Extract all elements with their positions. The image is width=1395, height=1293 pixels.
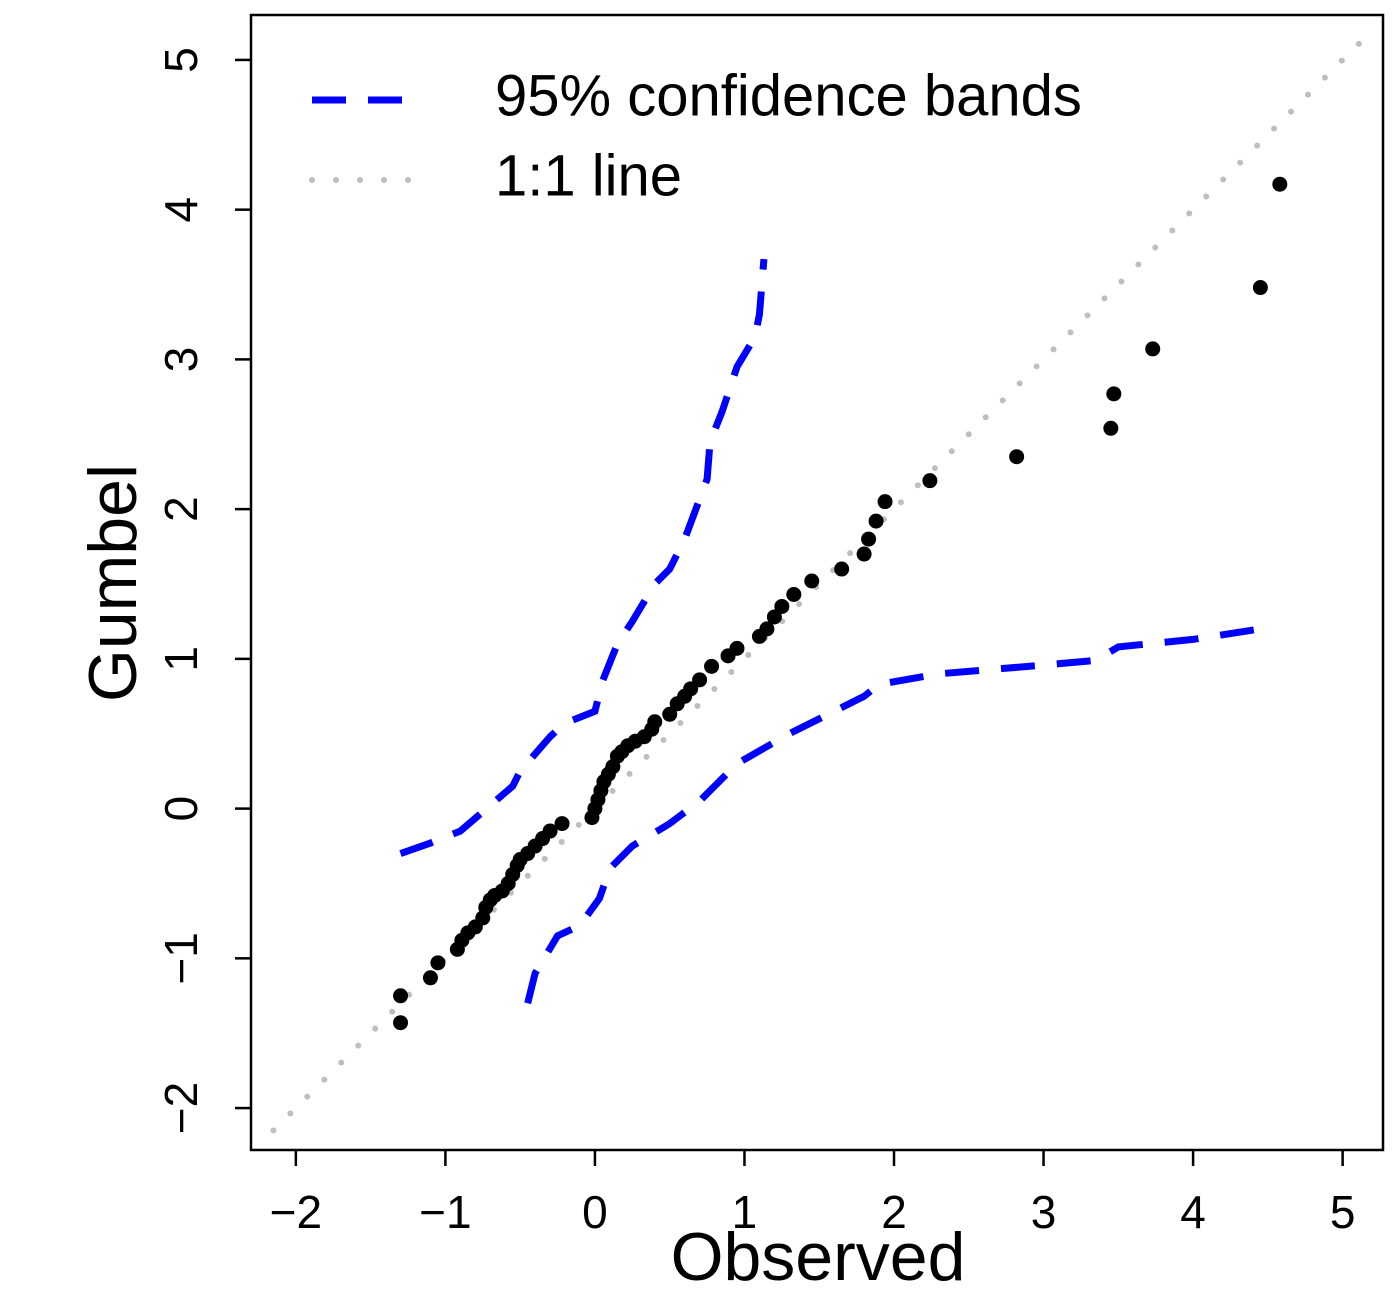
point	[1009, 449, 1025, 465]
point	[430, 955, 446, 971]
point	[856, 546, 872, 562]
point	[804, 573, 820, 589]
y-tick-label: −2	[155, 1082, 207, 1134]
y-tick-label: −1	[155, 932, 207, 984]
point	[1252, 280, 1268, 296]
identity-line	[270, 26, 1376, 1134]
x-axis-label: Observed	[671, 1219, 966, 1293]
x-tick-label: 5	[1330, 1186, 1356, 1238]
y-tick-label: 0	[155, 796, 207, 822]
point	[877, 494, 893, 510]
point	[1272, 176, 1288, 192]
legend-label: 95% confidence bands	[495, 63, 1082, 128]
y-tick-label: 5	[155, 47, 207, 73]
x-tick-label: −1	[419, 1186, 471, 1238]
point	[393, 1015, 409, 1031]
x-tick-label: −2	[270, 1186, 322, 1238]
point	[774, 598, 790, 614]
y-tick-label: 1	[155, 646, 207, 672]
point	[861, 531, 877, 547]
point	[1145, 341, 1161, 357]
point	[759, 621, 775, 637]
point	[393, 988, 409, 1004]
x-tick-label: 4	[1180, 1186, 1206, 1238]
x-tick-label: 1	[732, 1186, 758, 1238]
point	[554, 816, 570, 832]
plot-box	[249, 13, 1385, 1152]
x-tick-label: 2	[881, 1186, 907, 1238]
confidence-band	[524, 625, 1261, 1005]
point	[662, 706, 678, 722]
y-tick-label: 4	[155, 197, 207, 223]
y-tick-label: 3	[155, 347, 207, 373]
point	[834, 561, 850, 577]
point	[692, 672, 708, 688]
point	[786, 586, 802, 602]
point	[1106, 386, 1122, 402]
x-tick-label: 0	[582, 1186, 608, 1238]
point	[868, 513, 884, 529]
point	[422, 970, 438, 986]
y-tick-label: 2	[155, 496, 207, 522]
point	[1103, 420, 1119, 436]
legend-label: 1:1 line	[495, 143, 682, 208]
point	[766, 609, 782, 625]
point	[704, 658, 720, 674]
confidence-band	[399, 258, 768, 857]
point	[542, 823, 558, 839]
x-tick-label: 3	[1031, 1186, 1057, 1238]
point	[729, 640, 745, 656]
point	[922, 473, 938, 489]
y-axis-label: Gumbel	[75, 464, 151, 702]
point	[647, 714, 663, 730]
